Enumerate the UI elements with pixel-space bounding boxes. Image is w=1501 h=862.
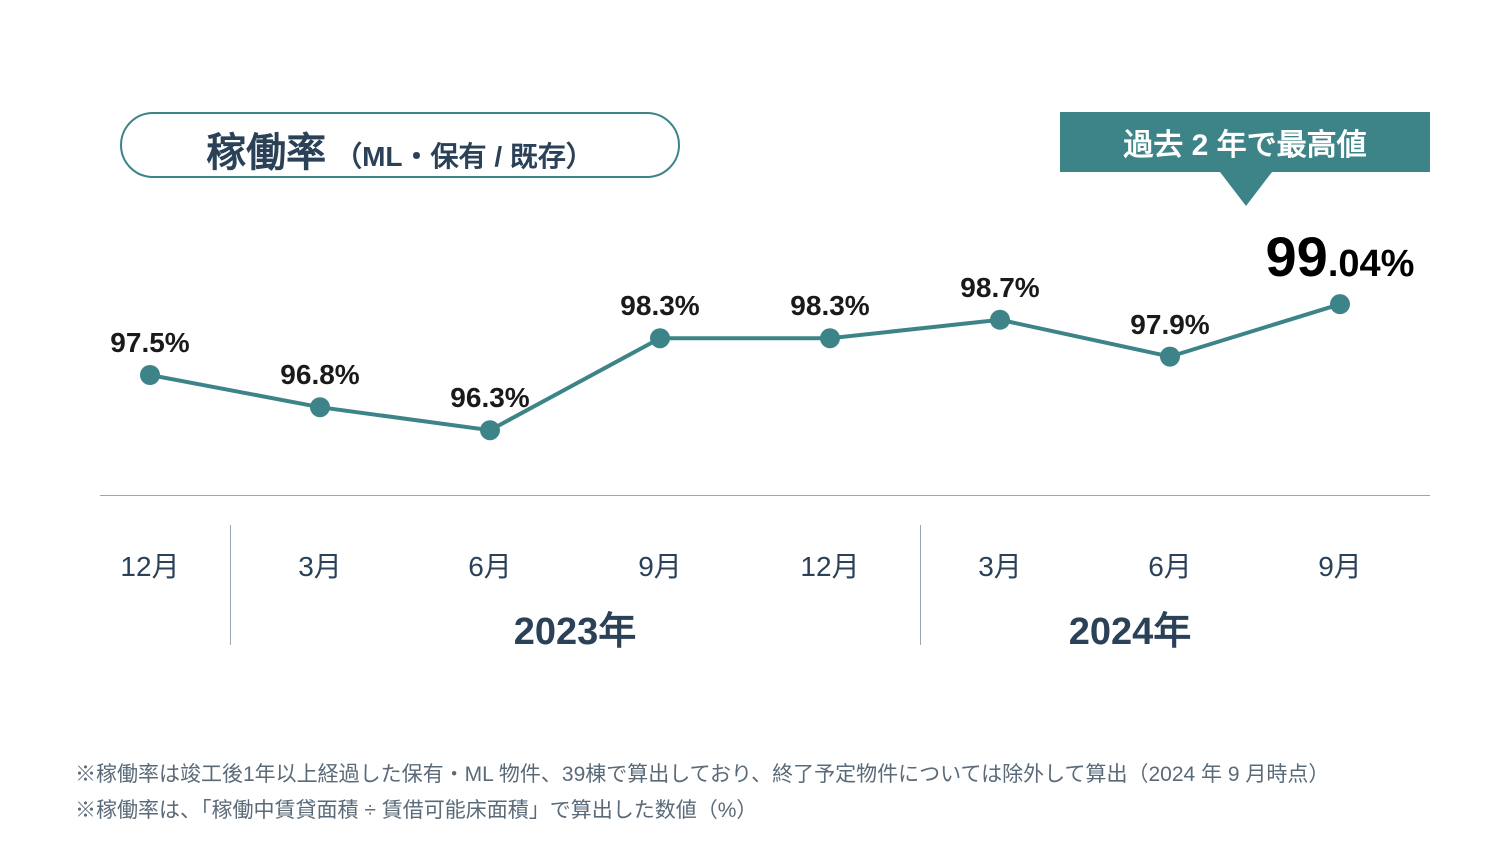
footnote: ※稼働率は、「稼働中賃貸面積 ÷ 賃借可能床面積」で算出した数値（%） bbox=[75, 794, 757, 824]
x-axis-label: 6月 bbox=[1148, 545, 1192, 585]
chart-container: 稼働率 （ML・保有 / 既存） 過去 2 年で最高値 97.5%96.8%96… bbox=[0, 0, 1501, 862]
year-label: 2023年 bbox=[514, 600, 637, 655]
data-label: 97.5% bbox=[110, 327, 189, 359]
data-label: 97.9% bbox=[1130, 309, 1209, 341]
year-separator bbox=[230, 525, 231, 645]
data-label-int: 99 bbox=[1266, 225, 1328, 288]
chart-marker bbox=[310, 397, 330, 417]
year-separator bbox=[920, 525, 921, 645]
data-label: 98.3% bbox=[790, 290, 869, 322]
x-axis-label: 9月 bbox=[1318, 545, 1362, 585]
x-axis-label: 3月 bbox=[298, 545, 342, 585]
data-label: 96.3% bbox=[450, 382, 529, 414]
data-label: 99.04% bbox=[1266, 224, 1415, 289]
data-label-frac: .04% bbox=[1328, 243, 1415, 285]
data-label: 96.8% bbox=[280, 359, 359, 391]
chart-marker bbox=[1330, 294, 1350, 314]
footnote: ※稼働率は竣工後1年以上経過した保有・ML 物件、39棟で算出しており、終了予定… bbox=[75, 758, 1329, 788]
x-axis-line bbox=[100, 495, 1430, 496]
chart-marker bbox=[140, 365, 160, 385]
chart-marker bbox=[990, 310, 1010, 330]
year-label: 2024年 bbox=[1069, 600, 1192, 655]
x-axis-label: 12月 bbox=[120, 545, 179, 585]
x-axis-label: 9月 bbox=[638, 545, 682, 585]
chart-marker bbox=[480, 420, 500, 440]
chart-marker bbox=[1160, 347, 1180, 367]
data-label: 98.7% bbox=[960, 272, 1039, 304]
x-axis-label: 6月 bbox=[468, 545, 512, 585]
chart-marker bbox=[820, 328, 840, 348]
chart-marker bbox=[650, 328, 670, 348]
x-axis-label: 3月 bbox=[978, 545, 1022, 585]
x-axis-label: 12月 bbox=[800, 545, 859, 585]
line-chart bbox=[0, 0, 1501, 862]
data-label: 98.3% bbox=[620, 290, 699, 322]
